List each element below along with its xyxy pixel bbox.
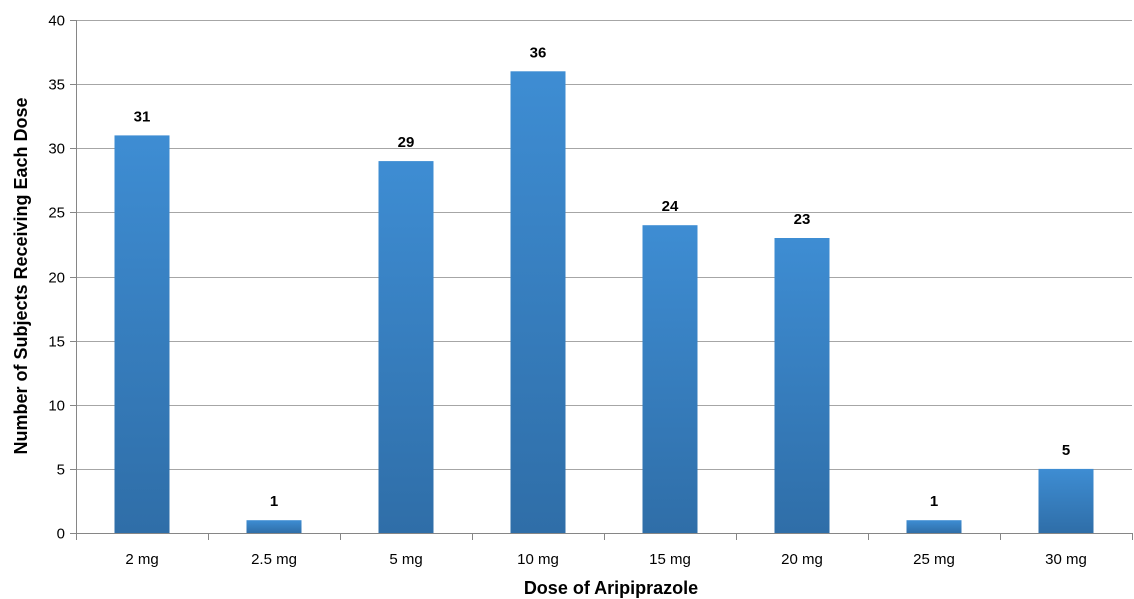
bar-15-mg bbox=[642, 225, 698, 533]
x-tick-label: 5 mg bbox=[389, 551, 422, 568]
bar-10-mg bbox=[510, 71, 566, 534]
x-tick-label: 15 mg bbox=[649, 551, 691, 568]
x-tick-label: 25 mg bbox=[913, 551, 955, 568]
y-tick-label: 15 bbox=[48, 334, 65, 351]
y-tick-label: 30 bbox=[48, 141, 65, 158]
bar-30-mg bbox=[1038, 468, 1094, 533]
y-tick-label: 40 bbox=[48, 13, 65, 30]
bar-value-label: 36 bbox=[530, 44, 547, 61]
bar-value-label: 24 bbox=[662, 198, 679, 215]
bar-value-label: 23 bbox=[794, 211, 811, 228]
y-tick-label: 5 bbox=[57, 462, 65, 479]
x-tick-label: 2 mg bbox=[125, 551, 158, 568]
y-tick-label: 20 bbox=[48, 270, 65, 287]
x-tick-label: 20 mg bbox=[781, 551, 823, 568]
bar-5-mg bbox=[378, 161, 434, 533]
bar-value-label: 29 bbox=[398, 134, 415, 151]
y-axis-title: Number of Subjects Receiving Each Dose bbox=[11, 97, 31, 454]
bar-2-mg bbox=[114, 135, 170, 533]
y-tick-label: 10 bbox=[48, 398, 65, 415]
y-tick-label: 35 bbox=[48, 77, 65, 94]
gridlines bbox=[76, 20, 1132, 470]
x-tick-label: 10 mg bbox=[517, 551, 559, 568]
bar-25-mg bbox=[906, 520, 962, 533]
bar-value-label: 31 bbox=[134, 108, 151, 125]
bar-2-5-mg bbox=[246, 520, 302, 533]
x-tick-label: 30 mg bbox=[1045, 551, 1087, 568]
data-labels: 31 1 29 36 24 23 1 5 bbox=[134, 44, 1071, 510]
y-tick-label: 0 bbox=[57, 526, 65, 543]
bar-value-label: 1 bbox=[930, 493, 938, 510]
bar-value-label: 1 bbox=[270, 493, 278, 510]
x-axis-title: Dose of Aripiprazole bbox=[524, 578, 698, 598]
y-tick-label: 25 bbox=[48, 205, 65, 222]
bar-value-label: 5 bbox=[1062, 442, 1070, 459]
bar-20-mg bbox=[774, 238, 830, 533]
bars bbox=[114, 71, 1094, 534]
x-tick-label: 2.5 mg bbox=[251, 551, 297, 568]
